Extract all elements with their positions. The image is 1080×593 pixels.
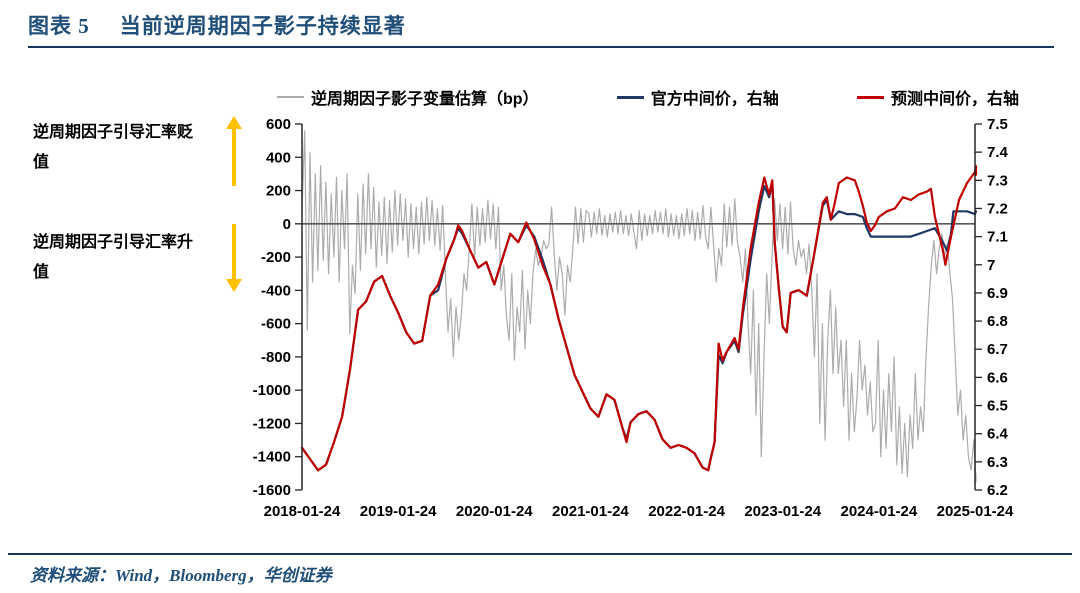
right-axis-tick-label: 6.7 xyxy=(987,341,1008,358)
left-axis-tick-label: 600 xyxy=(266,116,291,133)
annotation-depreciation-line2: 值 xyxy=(33,154,50,171)
legend-label-shadow: 逆周期因子影子变量估算（bp） xyxy=(311,91,539,108)
right-axis-tick-label: 6.8 xyxy=(987,313,1008,330)
legend-line-marker-official xyxy=(616,95,644,99)
right-axis-tick-label: 6.5 xyxy=(987,398,1008,415)
right-axis-tick-label: 6.2 xyxy=(987,482,1008,499)
up-arrow-head xyxy=(226,116,242,129)
right-axis-tick-label: 7.3 xyxy=(987,172,1008,189)
right-axis-tick-label: 7 xyxy=(987,257,995,274)
down-arrow xyxy=(226,224,242,292)
left-axis-tick-label: -800 xyxy=(261,349,291,366)
legend-item-shadow: 逆周期因子影子变量估算（bp） xyxy=(277,85,539,109)
annotation-depreciation-line1: 逆周期因子引导汇率贬 xyxy=(33,124,194,141)
left-axis-tick-label: 200 xyxy=(266,183,291,200)
chart-legend: 逆周期因子影子变量估算（bp） 官方中间价，右轴 预测中间价，右轴 xyxy=(277,85,1019,109)
page-title: 图表 5 当前逆周期因子影子持续显著 xyxy=(28,10,406,40)
left-axis-tick-label: 0 xyxy=(283,216,291,233)
x-axis-label: 2021-01-24 xyxy=(552,503,629,520)
left-axis-tick-label: -600 xyxy=(261,316,291,333)
legend-label-official: 官方中间价，右轴 xyxy=(650,91,779,108)
annotation-appreciation: 逆周期因子引导汇率升 值 xyxy=(33,228,228,288)
legend-label-forecast: 预测中间价，右轴 xyxy=(890,91,1019,108)
left-axis-tick-label: -1400 xyxy=(253,449,291,466)
legend-item-forecast: 预测中间价，右轴 xyxy=(856,85,1019,109)
up-arrow xyxy=(226,116,242,186)
x-axis-label: 2023-01-24 xyxy=(744,503,821,520)
annotation-depreciation: 逆周期因子引导汇率贬 值 xyxy=(33,118,228,178)
x-axis-label: 2022-01-24 xyxy=(648,503,725,520)
title-divider xyxy=(28,46,1054,48)
x-axis-label: 2019-01-24 xyxy=(360,503,437,520)
annotation-appreciation-line2: 值 xyxy=(33,264,50,281)
legend-item-official: 官方中间价，右轴 xyxy=(616,85,779,109)
right-axis-tick-label: 6.3 xyxy=(987,454,1008,471)
right-axis-tick-label: 6.9 xyxy=(987,285,1008,302)
right-axis-tick-label: 7.5 xyxy=(987,116,1008,133)
x-axis-label: 2018-01-24 xyxy=(264,503,341,520)
series-line-forecast-parity xyxy=(300,165,978,472)
right-axis-tick-label: 7.2 xyxy=(987,200,1008,217)
up-arrow-shaft xyxy=(232,129,236,186)
right-axis-tick-label: 7.1 xyxy=(987,229,1008,246)
source-text: 资料来源：Wind，Bloomberg，华创证券 xyxy=(30,566,332,585)
left-axis-tick-label: -200 xyxy=(261,249,291,266)
series-line-shadow-bp xyxy=(301,130,977,483)
down-arrow-head xyxy=(226,279,242,292)
left-axis-tick-label: -400 xyxy=(261,282,291,299)
left-axis-tick-label: -1200 xyxy=(253,415,291,432)
down-arrow-shaft xyxy=(232,224,236,279)
right-axis-tick-label: 7.4 xyxy=(987,144,1009,161)
legend-line-marker-shadow xyxy=(277,96,304,98)
right-axis-tick-label: 6.6 xyxy=(987,369,1008,386)
x-axis-label: 2020-01-24 xyxy=(456,503,533,520)
left-axis-tick-label: -1000 xyxy=(253,382,291,399)
chart-title-text: 当前逆周期因子影子持续显著 xyxy=(119,14,406,38)
left-axis-tick-label: -1600 xyxy=(253,482,291,499)
source-divider xyxy=(8,553,1072,555)
x-axis-label: 2024-01-24 xyxy=(840,503,917,520)
chart-number-label: 图表 5 xyxy=(28,14,90,38)
left-axis-tick-label: 400 xyxy=(266,149,291,166)
annotation-appreciation-line1: 逆周期因子引导汇率升 xyxy=(33,234,194,251)
x-axis-label: 2025-01-24 xyxy=(937,503,1014,520)
right-axis-tick-label: 6.4 xyxy=(987,426,1009,443)
legend-line-marker-forecast xyxy=(856,95,884,99)
